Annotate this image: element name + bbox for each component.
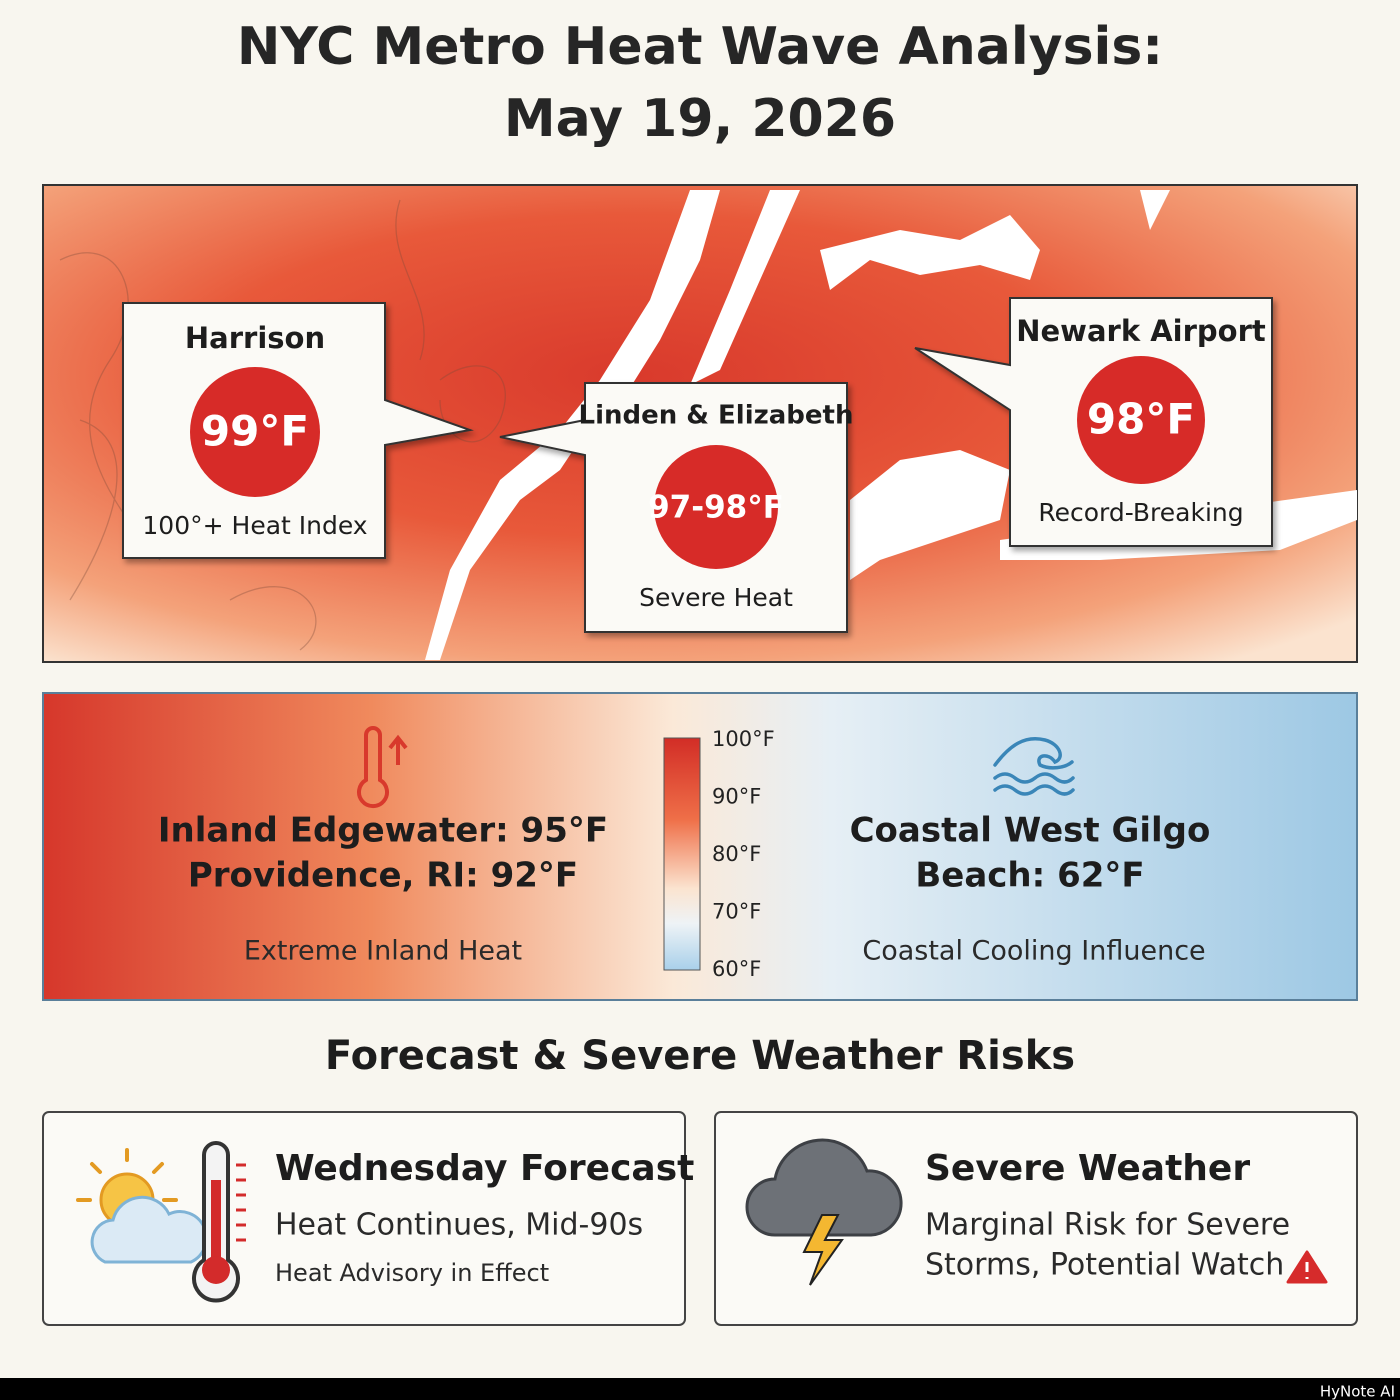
- forecast-card: [714, 1111, 1358, 1326]
- inlet: [1140, 190, 1170, 230]
- brand: HyNote AI: [1320, 1383, 1395, 1400]
- title-line: May 19, 2026: [504, 89, 896, 149]
- icon-arrow: [388, 734, 408, 765]
- callout-label: Harrison: [185, 321, 325, 355]
- icon-ticks: [236, 1163, 246, 1242]
- section-heading: Forecast & Severe Weather Risks: [325, 1033, 1075, 1079]
- scale-label: 80°F: [712, 842, 761, 866]
- callout-label: Linden & Elizabeth: [579, 401, 854, 431]
- icon-bulb: [202, 1256, 230, 1284]
- callout-value: 99°F: [201, 407, 309, 456]
- color-scale: [663, 737, 701, 971]
- card-line: Storms, Potential Watch: [925, 1248, 1284, 1283]
- callout-badge: [190, 367, 320, 497]
- scale-label: 60°F: [712, 957, 761, 981]
- card-title: Severe Weather: [925, 1148, 1250, 1189]
- sun-cloud-icon: [76, 1148, 208, 1264]
- warning-icon: [1286, 1250, 1328, 1284]
- scale-label: 100°F: [712, 727, 775, 751]
- sound: [820, 215, 1040, 290]
- callout-note: Severe Heat: [639, 583, 793, 612]
- thermometer-icon: [357, 726, 408, 809]
- inland-line: Inland Edgewater: 95°F: [158, 811, 608, 851]
- bay: [850, 450, 1010, 580]
- icon-shape: [993, 737, 1074, 770]
- callout-value: 98°F: [1087, 395, 1195, 444]
- callout-note: Record-Breaking: [1038, 498, 1243, 527]
- callout-value: 97-98°F: [648, 490, 784, 526]
- callout-badge: [1077, 356, 1205, 484]
- storm-icon: [745, 1138, 903, 1286]
- coastal-line: Beach: 62°F: [915, 856, 1144, 896]
- card-title: Wednesday Forecast: [275, 1148, 694, 1189]
- wave-icon: [993, 737, 1075, 796]
- icon-shape: [357, 726, 389, 809]
- title-line: NYC Metro Heat Wave Analysis:: [237, 17, 1163, 77]
- callout-badge: [654, 445, 778, 569]
- card-small: Heat Advisory in Effect: [275, 1259, 549, 1287]
- coastal-note: Coastal Cooling Influence: [862, 936, 1205, 967]
- icon-bolt: [802, 1214, 844, 1286]
- icon-mercury: [211, 1180, 221, 1270]
- icon-shape: [993, 772, 1075, 796]
- inland-line: Providence, RI: 92°F: [188, 856, 578, 896]
- coastal-line: Coastal West Gilgo: [850, 811, 1211, 851]
- callout-label: Newark Airport: [1016, 314, 1266, 348]
- callout-note: 100°+ Heat Index: [142, 511, 367, 540]
- inland-note: Extreme Inland Heat: [244, 936, 522, 967]
- scale-labels: 100°F 90°F 80°F 70°F 60°F: [712, 727, 775, 981]
- thermometer-icon: [192, 1141, 246, 1303]
- card-line: Marginal Risk for Severe: [925, 1208, 1290, 1243]
- card-line: Heat Continues, Mid-90s: [275, 1208, 643, 1243]
- icon-cloud: [745, 1138, 903, 1237]
- scale-label: 70°F: [712, 900, 761, 924]
- scale-label: 90°F: [712, 785, 761, 809]
- icon-rays: [76, 1148, 178, 1202]
- contour: [59, 252, 317, 651]
- footer-bar: [0, 1378, 1400, 1400]
- river: [690, 190, 800, 385]
